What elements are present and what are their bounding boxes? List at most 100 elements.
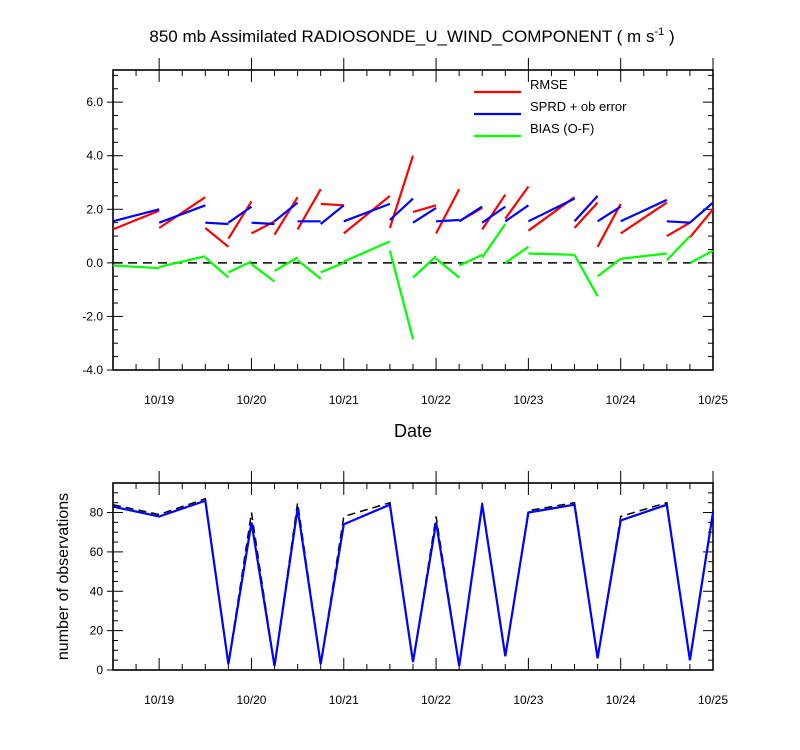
series-sprd-ob-error-segment	[412, 206, 437, 224]
bottom-x-tick-label: 10/20	[236, 693, 266, 707]
bottom-x-tick-label: 10/19	[144, 693, 174, 707]
series-rmse-segment	[689, 208, 714, 239]
bottom-panel: 0 20 40 60 80 10/19 10/20 10/21 10/22 10/23 10/24 1…	[55, 471, 728, 707]
series-rmse-segment	[412, 204, 437, 214]
series-sprd-ob-error-segment	[158, 204, 206, 224]
chart-title-superscript: -1	[654, 26, 664, 38]
series-rmse-segment	[158, 196, 206, 229]
top-y-tick-label: -4.0	[82, 363, 103, 377]
y-axis-label-observations: number of observations	[55, 493, 72, 660]
series-bias-o-f-segment	[435, 257, 460, 279]
series-rmse-segment	[596, 203, 622, 248]
series-bias-o-f-segment	[481, 223, 507, 259]
series-bias-o-f-segment	[158, 255, 206, 268]
bottom-x-tick-label: 10/23	[513, 693, 543, 707]
series-sprd-ob-error	[112, 195, 714, 226]
series-rmse-segment	[435, 188, 461, 234]
series-rmse-segment	[112, 209, 160, 231]
series-rmse-segment	[320, 202, 344, 207]
series-bias-o-f-segment	[458, 253, 483, 267]
series-rmse	[112, 155, 714, 248]
series-bias-o-f-segment	[320, 261, 345, 274]
top-x-tick-label: 10/24	[606, 393, 636, 407]
series-sprd-ob-error-segment	[504, 204, 530, 223]
series-sprd-ob-error-segment	[227, 205, 253, 224]
bottom-y-tick-label: 20	[90, 624, 104, 638]
series-sprd-ob-error-segment	[481, 205, 506, 224]
series-sprd-ob-error-segment	[320, 204, 345, 225]
top-y-tick-label: 2.0	[86, 202, 103, 216]
series-bias-o-f-segment	[412, 255, 437, 279]
series-rmse-segment	[296, 188, 322, 230]
bottom-y-tick-label: 80	[90, 506, 104, 520]
series-sprd-ob-error-segment	[597, 205, 622, 223]
series-rmse-segment	[343, 195, 391, 235]
bottom-x-tick-label: 10/25	[698, 693, 728, 707]
bottom-x-tick-label: 10/22	[421, 693, 451, 707]
series-bias-o-f-segment	[204, 256, 230, 279]
bottom-x-tick-label: 10/24	[606, 693, 636, 707]
series-sprd-ob-error-segment	[666, 220, 690, 224]
series-bias-o-f-segment	[528, 252, 575, 256]
series-bias-o-f-segment	[296, 259, 322, 280]
series-sprd-ob-error-segment	[112, 208, 160, 223]
legend: RMSE SPRD + ob error BIAS (O-F)	[474, 77, 627, 138]
series-sprd-ob-error-segment	[436, 218, 460, 223]
top-x-tick-label: 10/19	[144, 393, 174, 407]
series-rmse-segment	[620, 201, 668, 235]
top-y-tick-label: 6.0	[86, 95, 103, 109]
bottom-plot-border	[112, 482, 714, 671]
x-axis-label: Date	[394, 421, 432, 441]
legend-label-bias-o-f: BIAS (O-F)	[530, 121, 594, 136]
series-sprd-ob-error-segment	[573, 195, 599, 223]
top-y-tick-label: -2.0	[82, 309, 103, 323]
bottom-y-tick-label: 60	[90, 545, 104, 559]
series-bias-o-f-segment	[273, 256, 299, 272]
series-bias-o-f-segment	[343, 240, 391, 263]
bottom-y-tick-label: 40	[90, 584, 104, 598]
series-rmse-segment	[273, 196, 299, 236]
series-sprd-ob-error-segment	[620, 198, 668, 223]
top-panel: -4.0 -2.0 0.0 2.0 4.0 6.0 10/19 10/20 10/21 10/22…	[82, 58, 728, 441]
series-sprd-ob-error-segment	[458, 205, 483, 223]
series-sprd-ob-error-segment	[389, 197, 414, 221]
observations-line-assimilated	[112, 499, 715, 667]
series-rmse-segment	[573, 201, 599, 229]
series-sprd-ob-error-segment	[343, 202, 391, 223]
series-bias-o-f-segment	[504, 245, 530, 264]
series-bias-o-f-segment	[250, 263, 276, 283]
series-sprd-ob-error-segment	[205, 221, 229, 226]
chart-title-end: )	[664, 27, 674, 46]
top-x-tick-label: 10/20	[236, 393, 266, 407]
top-y-tick-label: 0.0	[86, 256, 103, 270]
chart-title: 850 mb Assimilated RADIOSONDE_U_WIND_COM…	[149, 26, 674, 46]
series-sprd-ob-error-segment	[527, 197, 575, 223]
top-plot-border	[112, 69, 714, 371]
top-y-tick-label: 4.0	[86, 149, 103, 163]
series-bias-o-f-segment	[596, 257, 622, 278]
series-bias-o-f-segment	[388, 250, 415, 340]
series-sprd-ob-error-segment	[251, 221, 275, 226]
series-bias-o-f-segment	[112, 264, 160, 270]
series-bias-o-f-segment	[573, 254, 599, 297]
legend-label-sprd-ob-error: SPRD + ob error	[530, 99, 627, 114]
series-sprd-ob-error-segment	[689, 201, 714, 224]
series-bias-o-f	[112, 223, 714, 340]
series-bias-o-f-segment	[689, 249, 714, 264]
series-rmse-segment	[204, 227, 230, 248]
bottom-x-tick-label: 10/21	[329, 693, 359, 707]
series-rmse-segment	[666, 221, 691, 238]
legend-label-rmse: RMSE	[530, 77, 568, 92]
observations-line-possible	[112, 497, 714, 667]
bottom-y-tick-label: 0	[96, 663, 103, 677]
top-x-tick-label: 10/25	[698, 393, 728, 407]
chart-title-main: 850 mb Assimilated RADIOSONDE_U_WIND_COM…	[149, 27, 654, 46]
series-rmse-segment	[227, 200, 253, 240]
series-bias-o-f-segment	[620, 252, 667, 260]
top-x-tick-label: 10/23	[513, 393, 543, 407]
series-rmse-segment	[481, 193, 507, 231]
series-rmse-segment	[504, 185, 530, 220]
top-x-tick-label: 10/22	[421, 393, 451, 407]
series-sprd-ob-error-segment	[273, 201, 299, 223]
